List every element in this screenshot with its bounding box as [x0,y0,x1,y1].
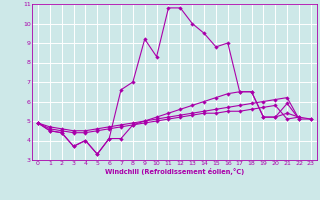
X-axis label: Windchill (Refroidissement éolien,°C): Windchill (Refroidissement éolien,°C) [105,168,244,175]
